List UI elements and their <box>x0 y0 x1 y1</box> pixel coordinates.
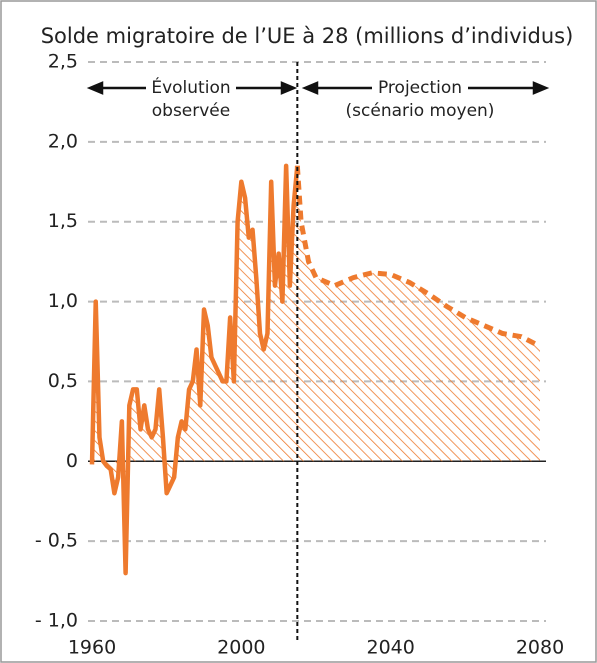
annotation-arrows <box>86 81 550 95</box>
chart-title: Solde migratoire de l’UE à 28 (millions … <box>41 24 574 48</box>
annotation: (scénario moyen) <box>346 101 495 121</box>
y-tick-label: 2,0 <box>48 130 78 152</box>
x-tick-label: 1960 <box>68 637 116 659</box>
annotation: Projection <box>378 78 462 98</box>
annotation: Évolution <box>151 76 230 98</box>
series-line <box>294 165 542 349</box>
y-tick-label: 1,5 <box>48 210 78 232</box>
hatch-area <box>297 165 540 462</box>
y-tick-label: 0,5 <box>48 370 78 392</box>
y-tick-label: 1,0 <box>48 290 78 312</box>
x-tick-label: 2080 <box>516 637 564 659</box>
x-tick-label: 2040 <box>366 637 414 659</box>
y-tick-label: - 0,5 <box>35 530 78 552</box>
y-tick-label: - 1,0 <box>35 610 78 632</box>
series-line <box>89 163 300 576</box>
y-tick-label: 2,5 <box>48 51 78 73</box>
x-tick-label: 2000 <box>217 637 265 659</box>
annotation: observée <box>152 101 230 121</box>
y-tick-label: 0 <box>66 450 78 472</box>
